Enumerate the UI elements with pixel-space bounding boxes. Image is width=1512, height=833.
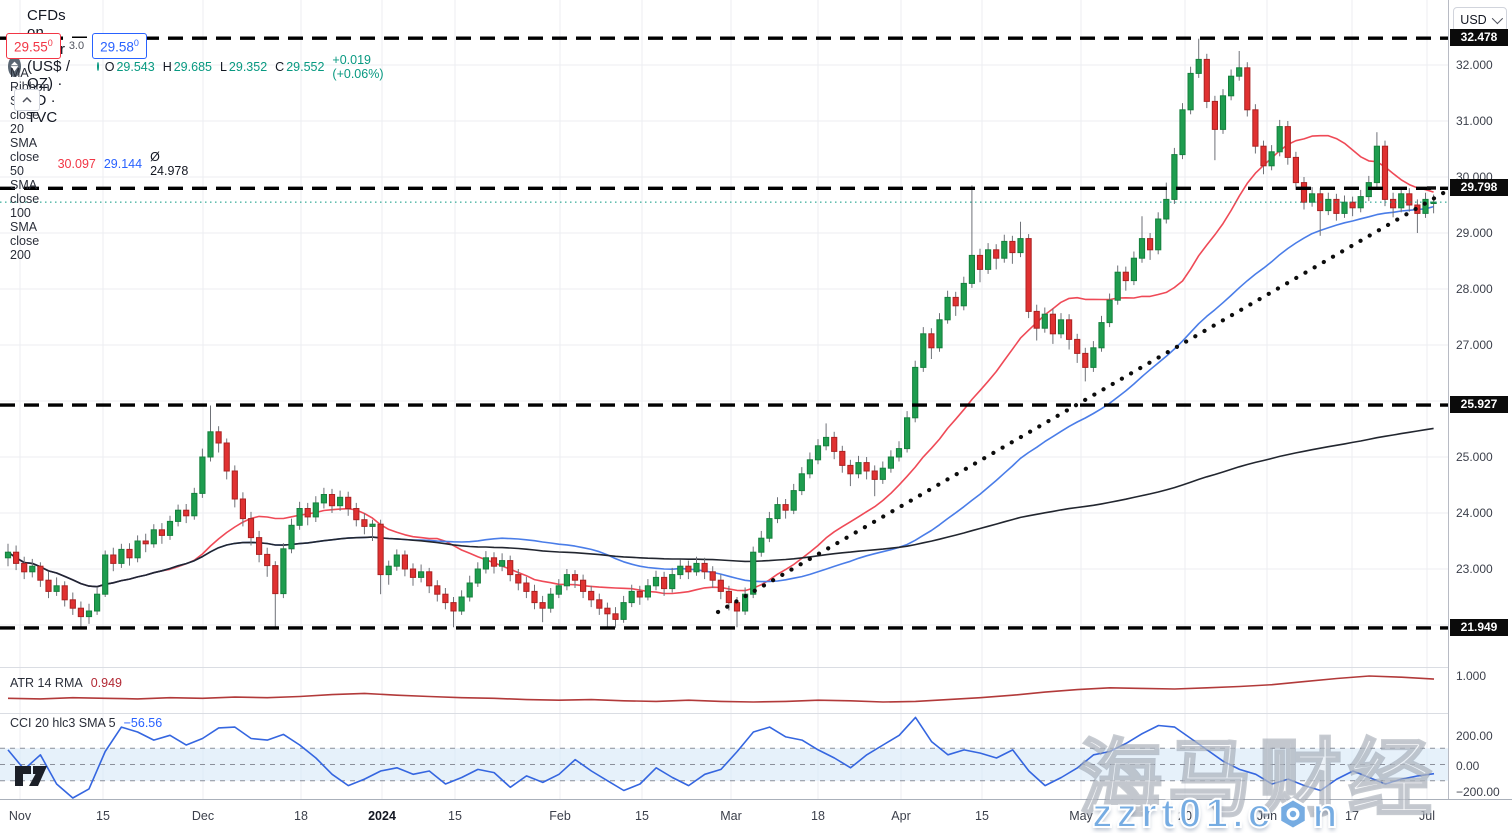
time-axis-label: 18: [811, 809, 825, 823]
chevron-down-icon: [1491, 12, 1503, 24]
sma-200-line[interactable]: [7, 427, 1434, 588]
time-axis-label: Feb: [549, 809, 571, 823]
sell-price-button[interactable]: 29.550: [6, 33, 61, 59]
time-axis-label: 15: [448, 809, 462, 823]
price-axis-label: 29.000: [1456, 226, 1493, 240]
price-level-label: 25.927: [1450, 396, 1508, 413]
price-axis-label: −200.00: [1456, 785, 1500, 799]
time-axis-label: 15: [975, 809, 989, 823]
spread-value: 3.0: [64, 37, 89, 54]
sma-20-line[interactable]: [7, 134, 1434, 595]
ohlc-values: O 29.543 H 29.685 L 29.352 C 29.552 +0.019 (…: [104, 52, 384, 81]
price-axis-label: 24.000: [1456, 506, 1493, 520]
close-value: 29.552: [286, 59, 325, 74]
collapse-legend-button[interactable]: [14, 89, 40, 111]
price-axis-label: 25.000: [1456, 450, 1493, 464]
sma-50-line[interactable]: [7, 205, 1434, 588]
time-axis-label: Jul: [1419, 809, 1435, 823]
price-axis-label: 27.000: [1456, 338, 1493, 352]
cci-value: −56.56: [123, 716, 163, 730]
time-axis-label: Dec: [191, 809, 215, 823]
low-value: 29.352: [228, 59, 268, 74]
symbol-logo-icon: [8, 56, 21, 77]
sma50-value: 29.144: [103, 157, 143, 171]
atr-line[interactable]: [7, 675, 1435, 703]
atr-value: 0.949: [90, 676, 122, 690]
time-axis-label: Apr: [891, 809, 911, 823]
time-axis-label: 15: [96, 809, 110, 823]
key-level-lines[interactable]: [0, 36, 1448, 630]
price-level-label: 21.949: [1450, 619, 1508, 636]
buy-price-button[interactable]: 29.580: [92, 33, 147, 59]
sma20-value: 30.097: [57, 157, 96, 171]
price-axis-label: 23.000: [1456, 562, 1493, 576]
time-axis-label: 15: [635, 809, 649, 823]
atr-legend[interactable]: ATR 14 RMA 0.949: [10, 676, 122, 690]
main-chart-canvas[interactable]: [0, 0, 1448, 799]
price-axis[interactable]: USD 32.000 31.000 30.000 29.000 28.000 27.000…: [1448, 0, 1512, 799]
price-axis-label: 31.000: [1456, 114, 1493, 128]
price-axis-label: 1.000: [1456, 669, 1487, 683]
price-level-label: 29.798: [1450, 179, 1508, 196]
vertical-gridlines: [19, 0, 1428, 799]
tradingview-logo[interactable]: [13, 763, 65, 789]
time-axis[interactable]: Nov 15 Dec 18 2024 15 Feb 15 Mar 18 Apr 15 May 20 Jun 1…: [0, 799, 1512, 833]
cci-line[interactable]: [7, 716, 1435, 799]
price-gridlines: [0, 64, 1448, 626]
time-axis-label: Mar: [720, 809, 742, 823]
candlesticks[interactable]: [4, 38, 1437, 628]
atr-title: ATR 14 RMA: [10, 676, 83, 690]
price-axis-label: 200.00: [1456, 729, 1493, 743]
cci-legend[interactable]: CCI 20 hlc3 SMA 5 −56.56: [10, 716, 162, 730]
price-axis-label: 32.000: [1456, 58, 1493, 72]
change-value: +0.019 (+0.06%): [332, 52, 384, 81]
price-axis-label: 0.00: [1456, 759, 1480, 773]
price-level-label: 32.478: [1450, 29, 1508, 46]
price-marker: [1427, 186, 1436, 190]
cci-title: CCI 20 hlc3 SMA 5: [10, 716, 116, 730]
time-axis-label: 17: [1345, 809, 1359, 823]
sma-average-value: Ø 24.978: [150, 150, 189, 178]
price-axis-label: 28.000: [1456, 282, 1493, 296]
time-axis-label: May: [1069, 809, 1093, 823]
time-axis-label: 2024: [368, 809, 396, 823]
time-axis-label: 18: [294, 809, 308, 823]
trendline[interactable]: [715, 189, 1448, 615]
open-value: 29.543: [116, 59, 155, 74]
chevron-up-icon: [22, 97, 32, 103]
time-axis-label: Jun: [1256, 809, 1278, 823]
time-axis-label: Nov: [8, 809, 32, 823]
high-value: 29.685: [173, 59, 212, 74]
time-axis-label: 20: [1178, 809, 1192, 823]
market-status-dot: [96, 62, 99, 71]
